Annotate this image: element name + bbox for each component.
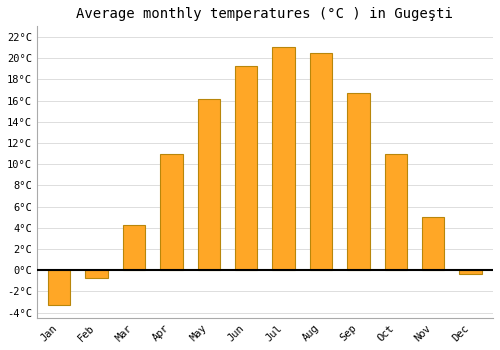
Bar	[460, 270, 482, 274]
Bar	[123, 225, 146, 270]
Bar	[86, 270, 108, 278]
Bar	[272, 48, 295, 270]
Title: Average monthly temperatures (°C ) in Gugeşti: Average monthly temperatures (°C ) in Gu…	[76, 7, 454, 21]
Bar	[48, 270, 70, 305]
Bar	[422, 217, 444, 270]
Bar	[198, 99, 220, 270]
Bar	[384, 154, 407, 270]
Bar	[235, 65, 258, 270]
Bar	[310, 53, 332, 270]
Bar	[347, 93, 370, 270]
Bar	[160, 154, 182, 270]
